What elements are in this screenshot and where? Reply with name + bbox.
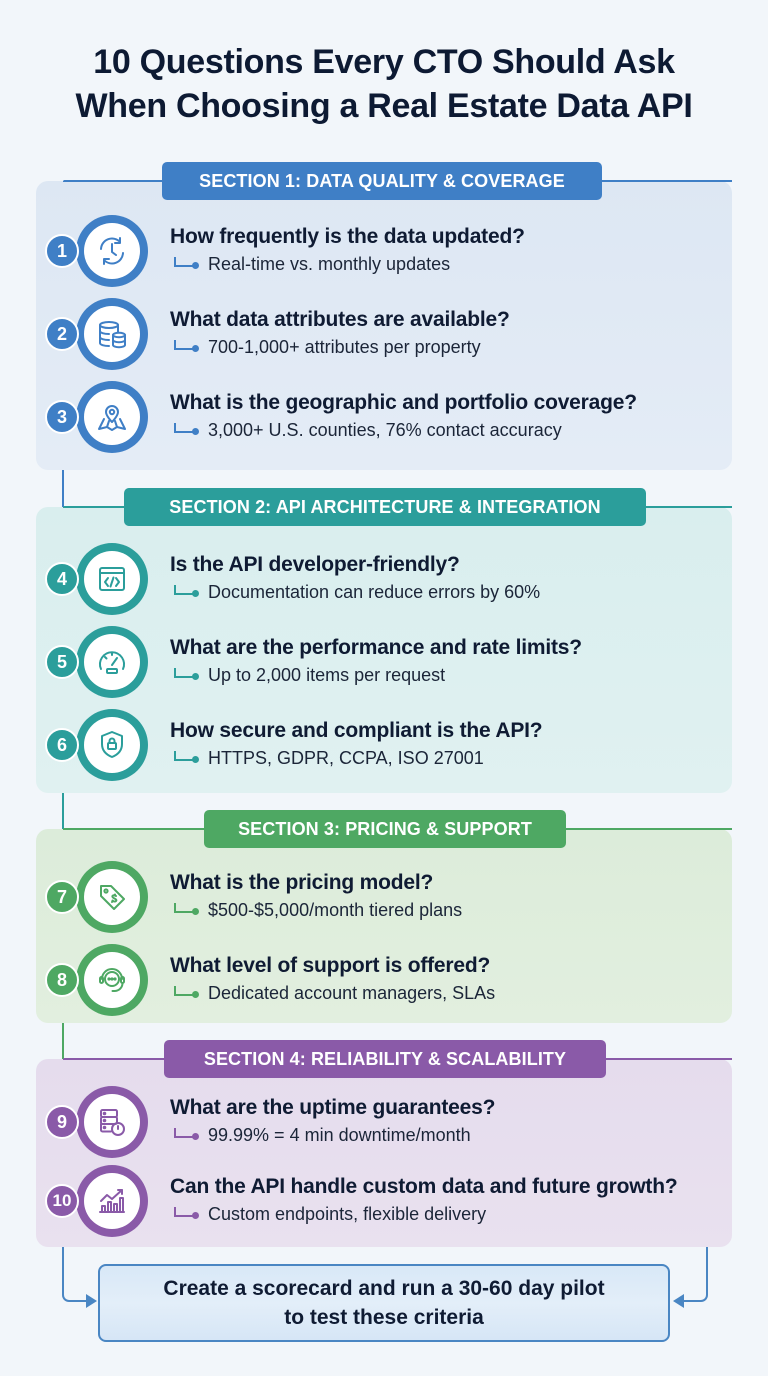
database-icon bbox=[99, 321, 126, 349]
section-header: SECTION 2: API ARCHITECTURE & INTEGRATIO… bbox=[124, 488, 646, 526]
icon-ring bbox=[76, 1086, 148, 1158]
answer-text: $500-$5,000/month tiered plans bbox=[208, 900, 463, 920]
answer-row: Real-time vs. monthly updates bbox=[172, 254, 450, 275]
answer-row: Dedicated account managers, SLAs bbox=[172, 983, 495, 1004]
cta-callout-box: Create a scorecard and run a 30-60 day p… bbox=[98, 1264, 670, 1342]
number-badge: 8 bbox=[45, 963, 79, 997]
connector-icon bbox=[172, 584, 202, 601]
icon-ring bbox=[76, 1165, 148, 1237]
answer-text: 700-1,000+ attributes per property bbox=[208, 337, 481, 357]
number-badge: 5 bbox=[45, 645, 79, 679]
question-item-8: 8 What level of support is offered? Dedi… bbox=[36, 940, 732, 1020]
connector-icon bbox=[172, 750, 202, 767]
icon-ring bbox=[76, 298, 148, 370]
right-arrow-connector bbox=[673, 1247, 708, 1308]
icon-ring bbox=[76, 381, 148, 453]
code-window-icon bbox=[99, 567, 125, 591]
answer-text: 3,000+ U.S. counties, 76% contact accura… bbox=[208, 420, 562, 440]
title-line-2: When Choosing a Real Estate Data API bbox=[75, 87, 693, 125]
question-text: Can the API handle custom data and futur… bbox=[170, 1175, 678, 1198]
question-text: What data attributes are available? bbox=[170, 308, 510, 331]
question-item-9: 9 What are the uptime guarantees? 99.99%… bbox=[36, 1082, 732, 1162]
map-pin-icon bbox=[98, 405, 126, 431]
section-api-architecture: SECTION 2: API ARCHITECTURE & INTEGRATIO… bbox=[36, 488, 732, 793]
icon-ring bbox=[76, 709, 148, 781]
connector-icon bbox=[172, 422, 202, 439]
server-uptime-icon bbox=[100, 1109, 125, 1136]
section-header: SECTION 1: DATA QUALITY & COVERAGE bbox=[162, 162, 602, 200]
connector-icon bbox=[172, 902, 202, 919]
cta-line-1: Create a scorecard and run a 30-60 day p… bbox=[163, 1277, 605, 1300]
number-badge: 7 bbox=[45, 880, 79, 914]
speedometer-icon bbox=[99, 651, 125, 674]
question-item-1: 1 How frequently is the data updated? Re… bbox=[36, 211, 732, 291]
section-pricing-support: SECTION 3: PRICING & SUPPORT 7 What is t… bbox=[36, 810, 732, 1023]
answer-text: Real-time vs. monthly updates bbox=[208, 254, 451, 274]
growth-chart-icon bbox=[99, 1189, 125, 1213]
connector-icon bbox=[172, 1127, 202, 1144]
question-item-2: 2 What data attributes are available? 70… bbox=[36, 294, 732, 374]
question-text: Is the API developer-friendly? bbox=[170, 553, 460, 576]
number-badge: 4 bbox=[45, 562, 79, 596]
answer-text: Documentation can reduce errors by 60% bbox=[208, 582, 541, 602]
title-line-1: 10 Questions Every CTO Should Ask bbox=[93, 43, 675, 81]
question-text: What is the geographic and portfolio cov… bbox=[170, 391, 637, 414]
number-badge: 9 bbox=[45, 1105, 79, 1139]
answer-row: $500-$5,000/month tiered plans bbox=[172, 900, 462, 921]
answer-row: Documentation can reduce errors by 60% bbox=[172, 582, 540, 603]
question-item-10: 10 Can the API handle custom data and fu… bbox=[36, 1161, 732, 1241]
number-badge: 10 bbox=[45, 1184, 79, 1218]
page-title: 10 Questions Every CTO Should Ask When C… bbox=[0, 40, 768, 128]
number-badge: 6 bbox=[45, 728, 79, 762]
section-reliability-scalability: SECTION 4: RELIABILITY & SCALABILITY 9 W… bbox=[36, 1040, 732, 1247]
answer-row: 99.99% = 4 min downtime/month bbox=[172, 1125, 471, 1146]
number-badge: 3 bbox=[45, 400, 79, 434]
section-data-quality: SECTION 1: DATA QUALITY & COVERAGE 1 How… bbox=[36, 162, 732, 470]
answer-row: HTTPS, GDPR, CCPA, ISO 27001 bbox=[172, 748, 484, 769]
connector-icon bbox=[172, 256, 202, 273]
answer-text: HTTPS, GDPR, CCPA, ISO 27001 bbox=[208, 748, 484, 768]
answer-row: 700-1,000+ attributes per property bbox=[172, 337, 481, 358]
left-arrow-connector bbox=[62, 1247, 97, 1308]
connector-icon bbox=[172, 1206, 202, 1223]
shield-lock-icon bbox=[101, 731, 123, 758]
question-text: What are the uptime guarantees? bbox=[170, 1096, 496, 1119]
icon-ring bbox=[76, 543, 148, 615]
support-headset-icon bbox=[99, 968, 125, 992]
question-text: What level of support is offered? bbox=[170, 954, 491, 977]
section-header: SECTION 4: RELIABILITY & SCALABILITY bbox=[164, 1040, 606, 1078]
question-text: How frequently is the data updated? bbox=[170, 225, 525, 248]
icon-ring bbox=[76, 944, 148, 1016]
number-badge: 2 bbox=[45, 317, 79, 351]
question-text: How secure and compliant is the API? bbox=[170, 719, 543, 742]
question-item-7: 7 What is the pricing model? $500-$5,000… bbox=[36, 857, 732, 937]
connector-icon bbox=[172, 339, 202, 356]
answer-row: Up to 2,000 items per request bbox=[172, 665, 445, 686]
icon-ring bbox=[76, 861, 148, 933]
question-item-6: 6 How secure and compliant is the API? H… bbox=[36, 705, 732, 785]
answer-text: 99.99% = 4 min downtime/month bbox=[208, 1125, 471, 1145]
answer-text: Up to 2,000 items per request bbox=[208, 665, 446, 685]
question-item-5: 5 What are the performance and rate limi… bbox=[36, 622, 732, 702]
answer-text: Custom endpoints, flexible delivery bbox=[208, 1204, 487, 1224]
icon-ring bbox=[76, 215, 148, 287]
answer-text: Dedicated account managers, SLAs bbox=[208, 983, 496, 1003]
clock-refresh-icon bbox=[100, 237, 124, 265]
price-tag-icon bbox=[100, 885, 125, 910]
question-item-3: 3 What is the geographic and portfolio c… bbox=[36, 377, 732, 457]
connector-icon bbox=[172, 667, 202, 684]
number-badge: 1 bbox=[45, 234, 79, 268]
connector-icon bbox=[172, 985, 202, 1002]
question-item-4: 4 Is the API developer-friendly? Documen… bbox=[36, 539, 732, 619]
question-text: What are the performance and rate limits… bbox=[170, 636, 582, 659]
answer-row: 3,000+ U.S. counties, 76% contact accura… bbox=[172, 420, 562, 441]
answer-row: Custom endpoints, flexible delivery bbox=[172, 1204, 486, 1225]
icon-ring bbox=[76, 626, 148, 698]
section-header: SECTION 3: PRICING & SUPPORT bbox=[204, 810, 566, 848]
cta-line-2: to test these criteria bbox=[284, 1306, 484, 1329]
question-text: What is the pricing model? bbox=[170, 871, 434, 894]
